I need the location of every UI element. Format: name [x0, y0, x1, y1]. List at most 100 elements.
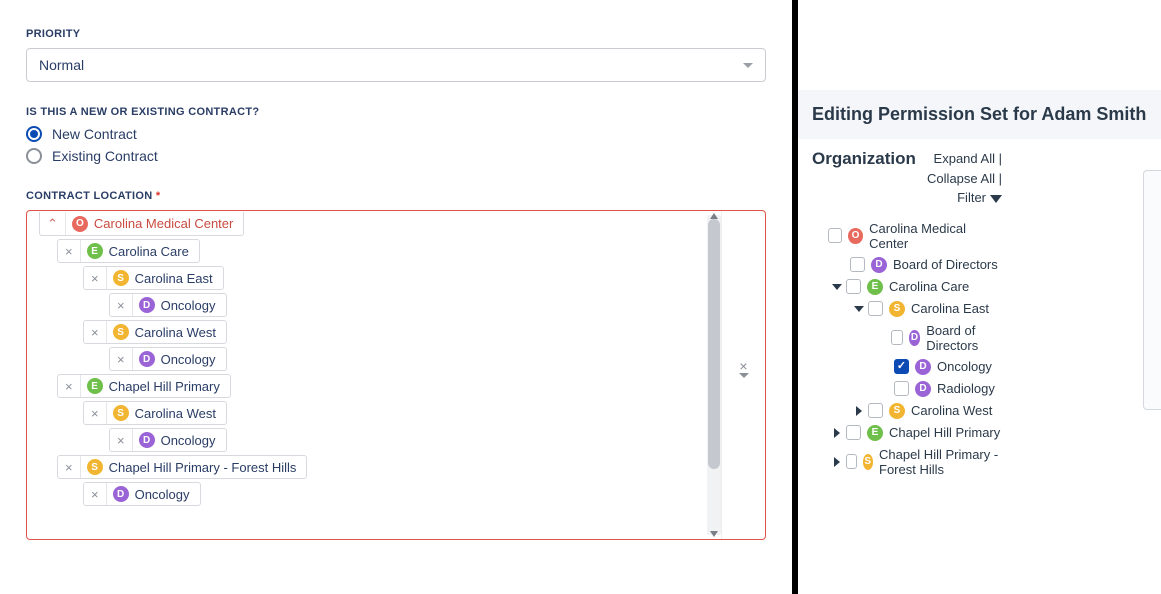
org-tree-row[interactable]: ECarolina Care: [834, 276, 1002, 298]
scrollbar[interactable]: [707, 215, 721, 535]
checkbox[interactable]: [846, 279, 861, 294]
remove-icon[interactable]: ×: [84, 267, 107, 289]
location-chip-body: SCarolina West: [107, 324, 226, 340]
remove-icon[interactable]: ×: [110, 348, 133, 370]
collapse-all-link[interactable]: Collapse All: [927, 171, 995, 186]
org-tree-row[interactable]: DBoard of Directors: [878, 320, 1002, 356]
checkbox[interactable]: [850, 257, 865, 272]
org-tree-row[interactable]: EChapel Hill Primary: [834, 422, 1002, 444]
radio-icon[interactable]: [26, 148, 42, 164]
expand-all-link[interactable]: Expand All: [934, 151, 995, 166]
location-chip-body: D Oncology: [133, 432, 226, 448]
type-badge-s-icon: S: [863, 454, 873, 470]
location-chip[interactable]: ×EChapel Hill Primary: [57, 374, 231, 398]
org-node-label: Carolina West: [911, 403, 992, 418]
location-label: Carolina East: [135, 271, 213, 286]
location-node: ×SCarolina West: [83, 320, 715, 344]
scroll-thumb[interactable]: [708, 219, 720, 469]
remove-icon[interactable]: ×: [84, 483, 107, 505]
collapse-icon[interactable]: ⌃: [40, 212, 66, 235]
location-label: Chapel Hill Primary - Forest Hills: [109, 460, 297, 475]
priority-label: PRIORITY: [26, 28, 766, 40]
checkbox[interactable]: [891, 330, 902, 345]
chevron-right-icon[interactable]: [834, 457, 840, 467]
location-node: ×DOncology: [109, 293, 715, 317]
permission-panel: Editing Permission Set for Adam Smith Or…: [798, 0, 1161, 594]
remove-icon[interactable]: ×: [58, 456, 81, 478]
org-tree-row[interactable]: SCarolina East: [856, 298, 1002, 320]
org-node-label: Chapel Hill Primary - Forest Hills: [879, 447, 1002, 477]
remove-icon[interactable]: ×: [84, 321, 107, 343]
org-tree-row[interactable]: S Chapel Hill Primary - Forest Hills: [834, 444, 1002, 480]
chevron-down-icon[interactable]: [854, 306, 864, 312]
location-chip-body: DOncology: [133, 297, 226, 313]
location-chip[interactable]: ×SCarolina West: [83, 320, 227, 344]
remove-icon[interactable]: ×: [110, 294, 133, 316]
location-chip[interactable]: ×DOncology: [83, 482, 201, 506]
type-badge-d-icon: D: [909, 330, 921, 346]
remove-icon[interactable]: ×: [110, 429, 133, 451]
organization-tree: O Carolina Medical Center DBoard of Direct…: [812, 218, 1002, 480]
priority-select[interactable]: Normal: [26, 48, 766, 82]
type-badge-o-icon: O: [72, 216, 88, 232]
checkbox[interactable]: [868, 301, 883, 316]
location-chip[interactable]: × D Oncology: [109, 428, 227, 452]
chevron-down-icon[interactable]: [832, 284, 842, 290]
org-tree-row[interactable]: O Carolina Medical Center: [812, 218, 1002, 254]
radio-icon[interactable]: [26, 126, 42, 142]
type-badge-s-icon: S: [87, 459, 103, 475]
clear-all-icon[interactable]: ×: [739, 358, 747, 374]
location-label: Carolina West: [135, 406, 216, 421]
location-chip[interactable]: ×SCarolina West: [83, 401, 227, 425]
checkbox[interactable]: [868, 403, 883, 418]
location-chip[interactable]: × S Carolina East: [83, 266, 224, 290]
chevron-right-icon[interactable]: [834, 428, 840, 438]
location-label: Oncology: [161, 298, 216, 313]
radio-option[interactable]: New Contract: [26, 126, 766, 142]
org-node-label: Carolina Medical Center: [869, 221, 1002, 251]
org-tree-row[interactable]: DRadiology: [878, 378, 1002, 400]
type-badge-o-icon: O: [848, 228, 863, 244]
type-badge-d-icon: D: [915, 359, 931, 375]
filter-link[interactable]: Filter: [957, 190, 1002, 205]
location-node: ×EChapel Hill Primary: [57, 374, 715, 398]
chevron-right-icon[interactable]: [856, 406, 862, 416]
contract-type-radio-group: New Contract Existing Contract: [26, 126, 766, 164]
org-tree-row[interactable]: SCarolina West: [856, 400, 1002, 422]
location-chip[interactable]: ⌃OCarolina Medical Center: [39, 212, 244, 236]
remove-icon[interactable]: ×: [58, 240, 81, 262]
checkbox[interactable]: [894, 359, 909, 374]
type-badge-d-icon: D: [139, 432, 155, 448]
location-chip[interactable]: ×DOncology: [109, 293, 227, 317]
checkbox[interactable]: [894, 381, 909, 396]
scroll-down-icon[interactable]: [710, 531, 718, 537]
remove-icon[interactable]: ×: [84, 402, 107, 424]
type-badge-s-icon: S: [113, 324, 129, 340]
organization-title: Organization: [812, 149, 916, 169]
location-chip-body: DOncology: [133, 351, 226, 367]
location-label: Oncology: [161, 433, 216, 448]
location-chip-body: S Chapel Hill Primary - Forest Hills: [81, 459, 307, 475]
location-node: ×ECarolina Care: [57, 239, 715, 263]
contract-question-label: IS THIS A NEW OR EXISTING CONTRACT?: [26, 106, 766, 118]
location-chip[interactable]: ×ECarolina Care: [57, 239, 200, 263]
location-chip[interactable]: × S Chapel Hill Primary - Forest Hills: [57, 455, 307, 479]
radio-label: Existing Contract: [52, 148, 158, 164]
type-badge-d-icon: D: [915, 381, 931, 397]
location-node: ×SCarolina West: [83, 401, 715, 425]
type-badge-s-icon: S: [113, 270, 129, 286]
location-chip[interactable]: ×DOncology: [109, 347, 227, 371]
org-tree-row[interactable]: DOncology: [878, 356, 1002, 378]
checkbox[interactable]: [828, 228, 842, 243]
checkbox[interactable]: [846, 454, 857, 469]
location-dropdown-toggle[interactable]: [739, 378, 749, 393]
checkbox[interactable]: [846, 425, 861, 440]
radio-option[interactable]: Existing Contract: [26, 148, 766, 164]
contract-location-label: CONTRACT LOCATION *: [26, 190, 766, 202]
remove-icon[interactable]: ×: [58, 375, 81, 397]
org-tree-row[interactable]: DBoard of Directors: [834, 254, 1002, 276]
location-node: ×DOncology: [109, 347, 715, 371]
tree-controls: Expand All | Collapse All | Filter: [924, 149, 1002, 208]
location-node: × D Oncology: [109, 428, 715, 452]
location-chip-body: OCarolina Medical Center: [66, 216, 243, 232]
